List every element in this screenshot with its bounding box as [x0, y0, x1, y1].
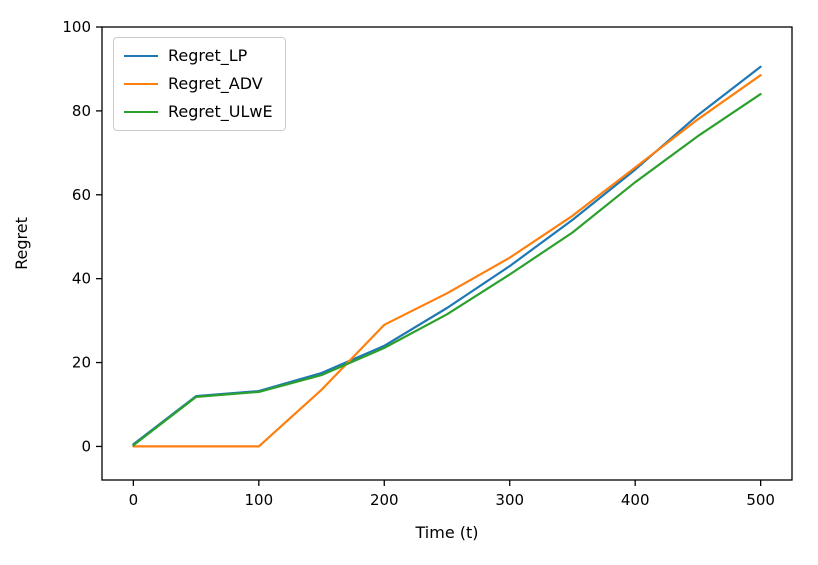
- series-line-Regret_ULwE: [132, 92, 762, 447]
- legend-item-regret-lp: Regret_LP: [124, 46, 273, 65]
- legend-line-swatch: [124, 54, 158, 57]
- x-tick-label: 300: [495, 491, 524, 509]
- legend-label: Regret_LP: [168, 46, 248, 65]
- legend-label: Regret_ULwE: [168, 102, 273, 122]
- y-tick-label: 100: [62, 18, 91, 36]
- y-tick-label: 20: [72, 354, 91, 372]
- axes-frame: [101, 26, 793, 481]
- x-tick-label: 100: [244, 491, 273, 509]
- x-tick-label: 500: [746, 491, 775, 509]
- legend-item-regret-ulwe: Regret_ULwE: [124, 102, 273, 121]
- legend-label: Regret_ADV: [168, 74, 263, 94]
- x-tick-label: 400: [621, 491, 650, 509]
- series-line-Regret_ADV: [132, 74, 762, 448]
- x-tick-label: 200: [370, 491, 399, 509]
- x-axis-label: Time (t): [415, 523, 479, 542]
- legend: Regret_LP Regret_ADV Regret_ULwE: [113, 37, 286, 131]
- y-tick-label: 80: [72, 102, 91, 120]
- y-axis-label: Regret: [12, 217, 31, 270]
- legend-line-swatch: [124, 110, 158, 113]
- legend-line-swatch: [124, 82, 158, 85]
- x-tick-label: 0: [129, 491, 139, 509]
- y-tick-label: 0: [81, 437, 91, 455]
- legend-item-regret-adv: Regret_ADV: [124, 74, 273, 93]
- y-tick-label: 60: [72, 186, 91, 204]
- y-tick-label: 40: [72, 270, 91, 288]
